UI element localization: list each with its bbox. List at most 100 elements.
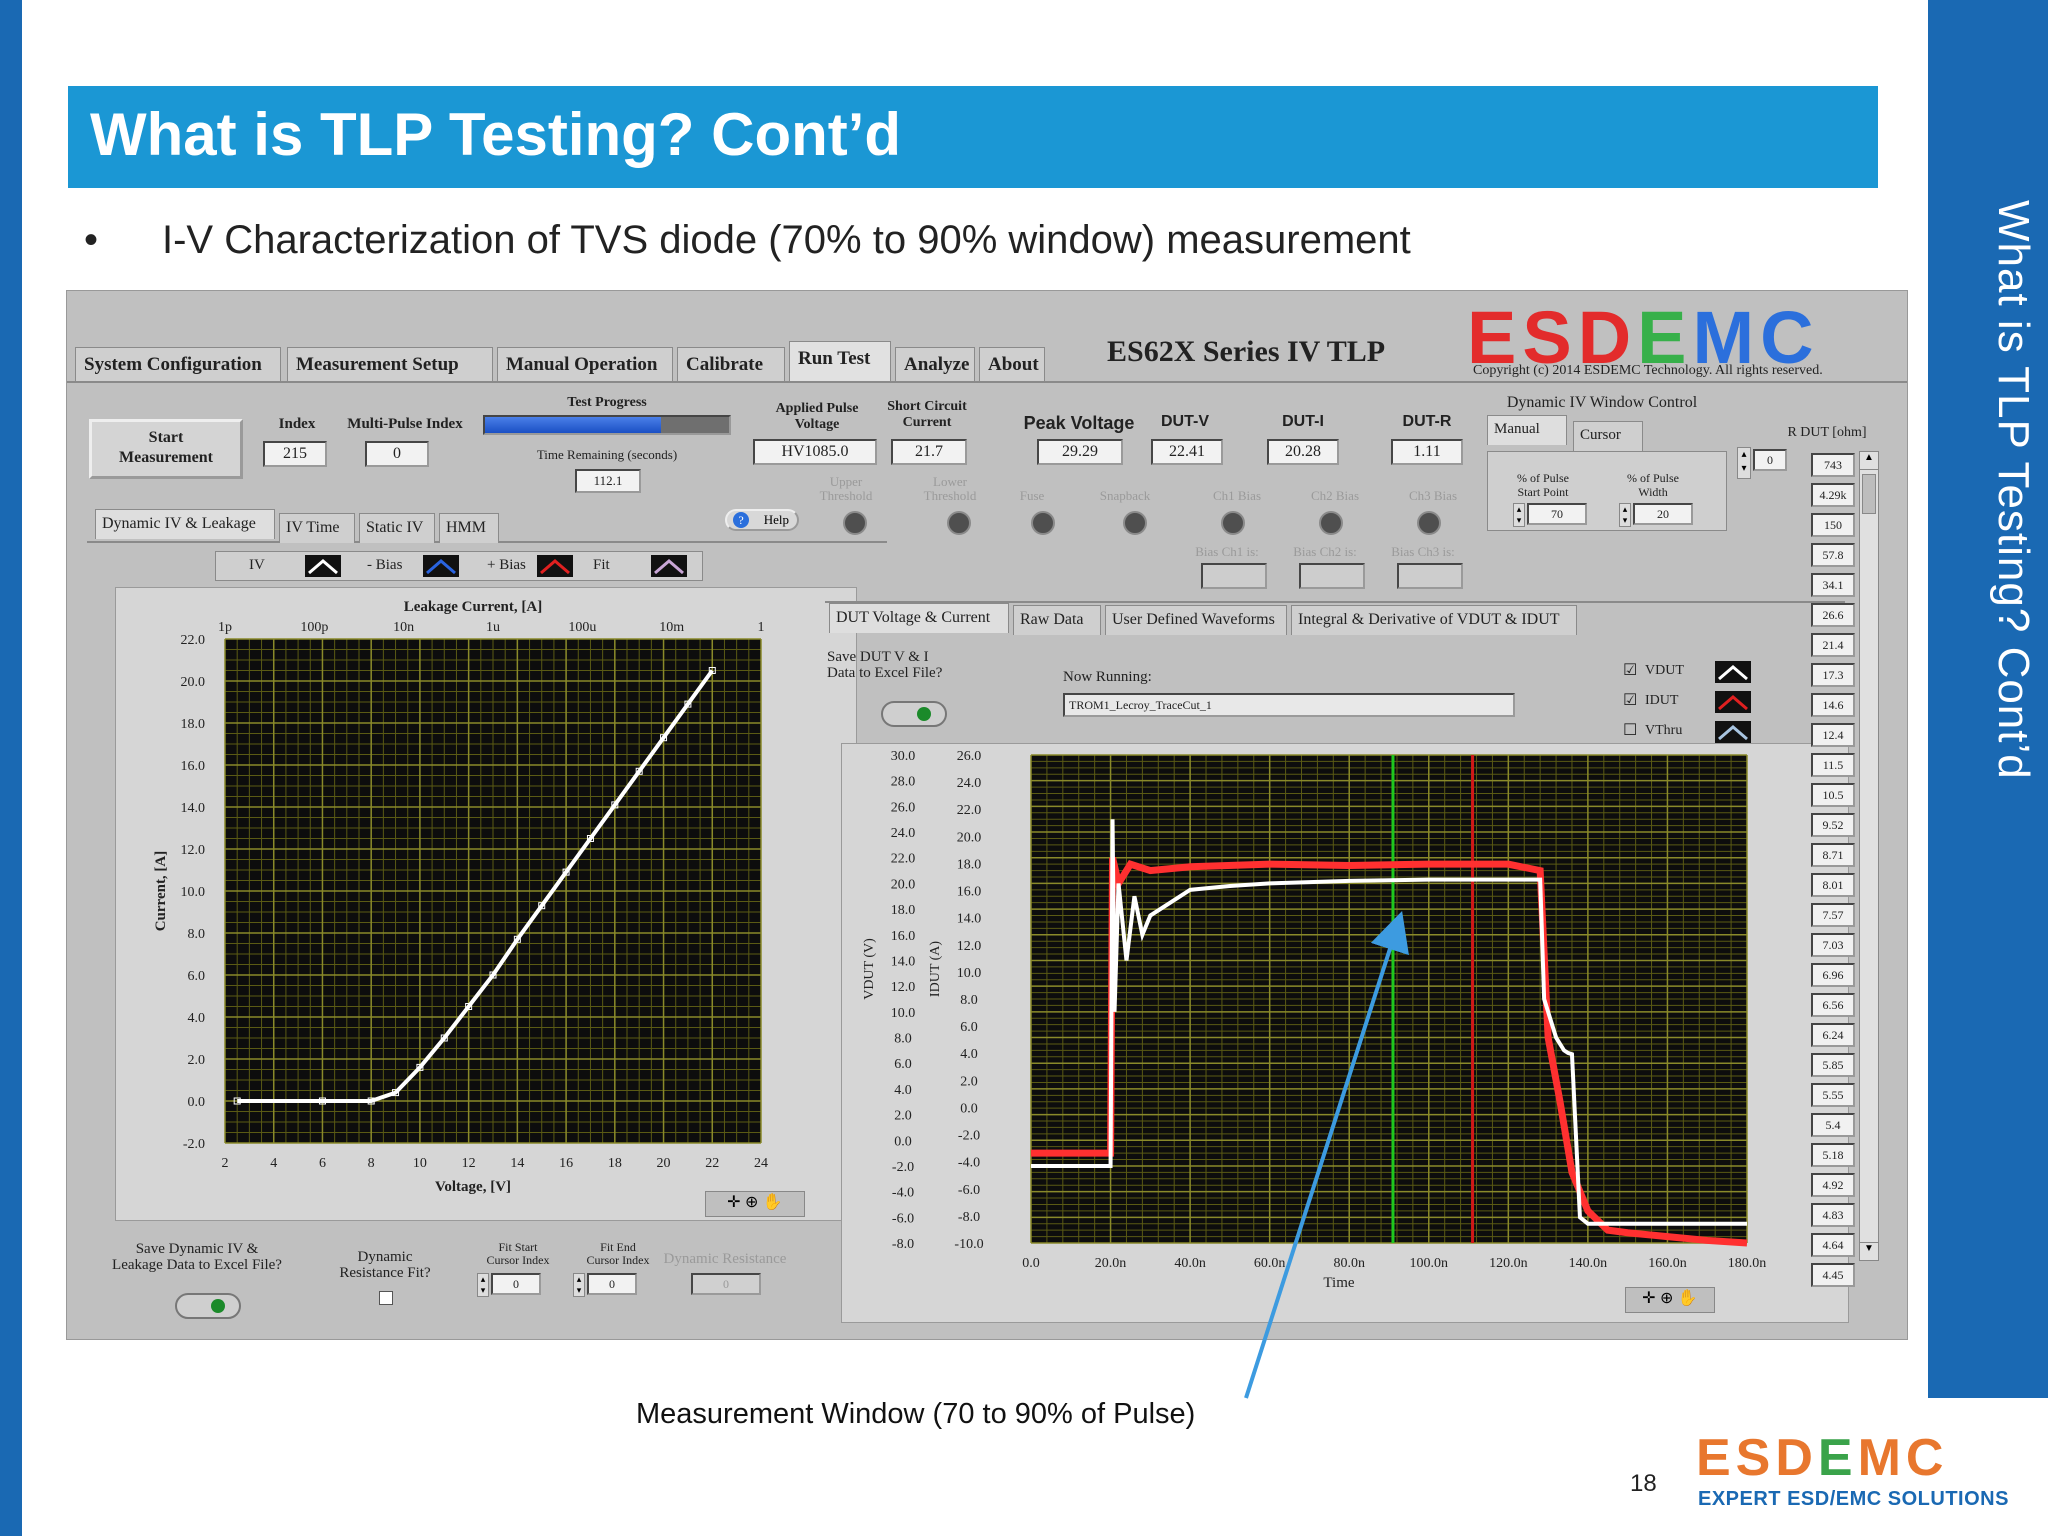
rdut-list-item[interactable]: 14.6: [1811, 693, 1855, 717]
tab-run-test[interactable]: Run Test: [789, 341, 891, 381]
fit-end-stepper[interactable]: ▴ ▾: [573, 1273, 585, 1297]
zoom-icon[interactable]: ⊕: [745, 1194, 759, 1211]
rdut-list-item[interactable]: 6.56: [1811, 993, 1855, 1017]
rdut-list-item[interactable]: 8.71: [1811, 843, 1855, 867]
rdut-list-item[interactable]: 6.96: [1811, 963, 1855, 987]
peak-voltage-label: Peak Voltage: [1023, 413, 1135, 433]
tab-cursor[interactable]: Cursor: [1573, 421, 1643, 451]
start-point-value[interactable]: 70: [1527, 503, 1587, 525]
help-button[interactable]: ? Help: [725, 509, 799, 531]
rdut-list-item[interactable]: 11.5: [1811, 753, 1855, 777]
legend-label: IV: [249, 557, 265, 573]
tab-static-iv[interactable]: Static IV: [359, 513, 435, 543]
rdut-list-item[interactable]: 17.3: [1811, 663, 1855, 687]
rdut-list-item[interactable]: 4.29k: [1811, 483, 1855, 507]
waveform-chart: 0.0 20.0n 40.0n 60.0n 80.0n 100.0n 120.0n 140.0…: [862, 749, 1766, 1291]
wave-y-tick-label: 8.0: [894, 1032, 912, 1047]
pan-hand-icon[interactable]: ✋: [1677, 1290, 1698, 1307]
scroll-down-icon[interactable]: ▼: [1860, 1242, 1878, 1260]
wave-legend-checkbox[interactable]: ☑: [1623, 662, 1638, 679]
tab-analyze[interactable]: Analyze: [895, 347, 975, 381]
tab-calibrate[interactable]: Calibrate: [677, 347, 785, 381]
iv-y-tick-label: 8.0: [188, 927, 206, 942]
bias-ch1-label: Bias Ch1 is:: [1195, 544, 1259, 559]
wave-y2-tick-label: 22.0: [957, 803, 982, 818]
iv-x-tick-label: 18: [608, 1156, 622, 1171]
rdut-list-item[interactable]: 8.01: [1811, 873, 1855, 897]
index-value: 215: [263, 441, 327, 467]
rdut-list-item[interactable]: 9.52: [1811, 813, 1855, 837]
start-point-stepper[interactable]: ▴ ▾: [1513, 503, 1525, 527]
fit-end-value[interactable]: 0: [587, 1273, 637, 1295]
multi-pulse-index-value: 0: [365, 441, 429, 467]
rdut-index-value[interactable]: 0: [1753, 449, 1787, 471]
dynamic-resistance-fit-checkbox[interactable]: [379, 1291, 393, 1305]
tab-manual-operation[interactable]: Manual Operation: [497, 347, 673, 381]
tab-measurement-setup[interactable]: Measurement Setup: [287, 347, 493, 381]
save-iv-toggle[interactable]: [175, 1293, 241, 1319]
rdut-list-item[interactable]: 6.24: [1811, 1023, 1855, 1047]
rdut-list-item[interactable]: 26.6: [1811, 603, 1855, 627]
rdut-list-item[interactable]: 4.45: [1811, 1263, 1855, 1287]
rdut-list-item[interactable]: 12.4: [1811, 723, 1855, 747]
tab-about[interactable]: About: [979, 347, 1045, 381]
wave-legend-checkbox[interactable]: ☑: [1623, 692, 1638, 709]
pulse-width-stepper[interactable]: ▴ ▾: [1619, 503, 1631, 527]
rdut-list-item[interactable]: 743: [1811, 453, 1855, 477]
snapback-led: [1123, 511, 1147, 535]
rdut-list-item[interactable]: 5.18: [1811, 1143, 1855, 1167]
zoom-icon[interactable]: ⊕: [1660, 1290, 1674, 1307]
tab-raw-data[interactable]: Raw Data: [1013, 605, 1101, 635]
rdut-list-item[interactable]: 7.57: [1811, 903, 1855, 927]
wave-legend-swatch[interactable]: [1715, 721, 1751, 743]
rdut-list-item[interactable]: 5.85: [1811, 1053, 1855, 1077]
save-vi-toggle[interactable]: [881, 701, 947, 727]
wave-legend-checkbox[interactable]: ☐: [1623, 722, 1638, 739]
rdut-list-item[interactable]: 4.64: [1811, 1233, 1855, 1257]
legend-swatch[interactable]: [651, 555, 687, 577]
fit-start-stepper[interactable]: ▴ ▾: [477, 1273, 489, 1297]
wave-y2-tick-label: -2.0: [958, 1129, 980, 1144]
rdut-scrollbar[interactable]: ▲ ▼: [1859, 451, 1879, 1261]
pan-hand-icon[interactable]: ✋: [762, 1194, 783, 1211]
rdut-index-stepper[interactable]: ▴ ▾: [1737, 447, 1751, 479]
scroll-up-icon[interactable]: ▲: [1860, 452, 1878, 470]
tab-manual[interactable]: Manual: [1487, 415, 1567, 445]
tab-hmm[interactable]: HMM: [439, 513, 499, 543]
iv-x-axis-label: Voltage, [V]: [435, 1179, 511, 1195]
tab-system-configuration[interactable]: System Configuration: [75, 347, 281, 381]
fit-start-value[interactable]: 0: [491, 1273, 541, 1295]
wave-legend-swatch[interactable]: [1715, 661, 1751, 683]
tab-user-defined-waveforms[interactable]: User Defined Waveforms: [1105, 605, 1287, 635]
pulse-width-value[interactable]: 20: [1633, 503, 1693, 525]
rdut-list-item[interactable]: 34.1: [1811, 573, 1855, 597]
tab-dut-voltage-current[interactable]: DUT Voltage & Current: [829, 603, 1009, 633]
crosshair-icon[interactable]: ✛: [727, 1194, 741, 1211]
dut-i-label: DUT-I: [1282, 413, 1324, 430]
wave-legend-swatch[interactable]: [1715, 691, 1751, 713]
multi-pulse-index-label: Multi-Pulse Index: [347, 416, 463, 432]
iv-graph-tools[interactable]: ✛ ⊕ ✋: [705, 1191, 805, 1217]
time-remaining-value: 112.1: [575, 469, 641, 493]
scroll-thumb[interactable]: [1862, 474, 1876, 514]
rdut-list-item[interactable]: 21.4: [1811, 633, 1855, 657]
rdut-list-item[interactable]: 4.83: [1811, 1203, 1855, 1227]
wave-graph-tools[interactable]: ✛ ⊕ ✋: [1625, 1287, 1715, 1313]
rdut-list-item[interactable]: 150: [1811, 513, 1855, 537]
rdut-list-item[interactable]: 5.4: [1811, 1113, 1855, 1137]
rdut-list-item[interactable]: 7.03: [1811, 933, 1855, 957]
tab-integral-derivative[interactable]: Integral & Derivative of VDUT & IDUT: [1291, 605, 1577, 635]
rdut-list-item[interactable]: 4.92: [1811, 1173, 1855, 1197]
start-measurement-button[interactable]: Start Measurement: [89, 419, 243, 479]
legend-swatch[interactable]: [305, 555, 341, 577]
rdut-list-item[interactable]: 10.5: [1811, 783, 1855, 807]
rdut-list-item[interactable]: 57.8: [1811, 543, 1855, 567]
wave-y-tick-label: 16.0: [891, 929, 916, 944]
tab-dynamic-iv-leakage[interactable]: Dynamic IV & Leakage: [95, 509, 275, 539]
crosshair-icon[interactable]: ✛: [1642, 1290, 1656, 1307]
tab-iv-time[interactable]: IV Time: [279, 513, 355, 543]
legend-swatch[interactable]: [537, 555, 573, 577]
help-label: Help: [763, 512, 789, 527]
rdut-list-item[interactable]: 5.55: [1811, 1083, 1855, 1107]
legend-swatch[interactable]: [423, 555, 459, 577]
